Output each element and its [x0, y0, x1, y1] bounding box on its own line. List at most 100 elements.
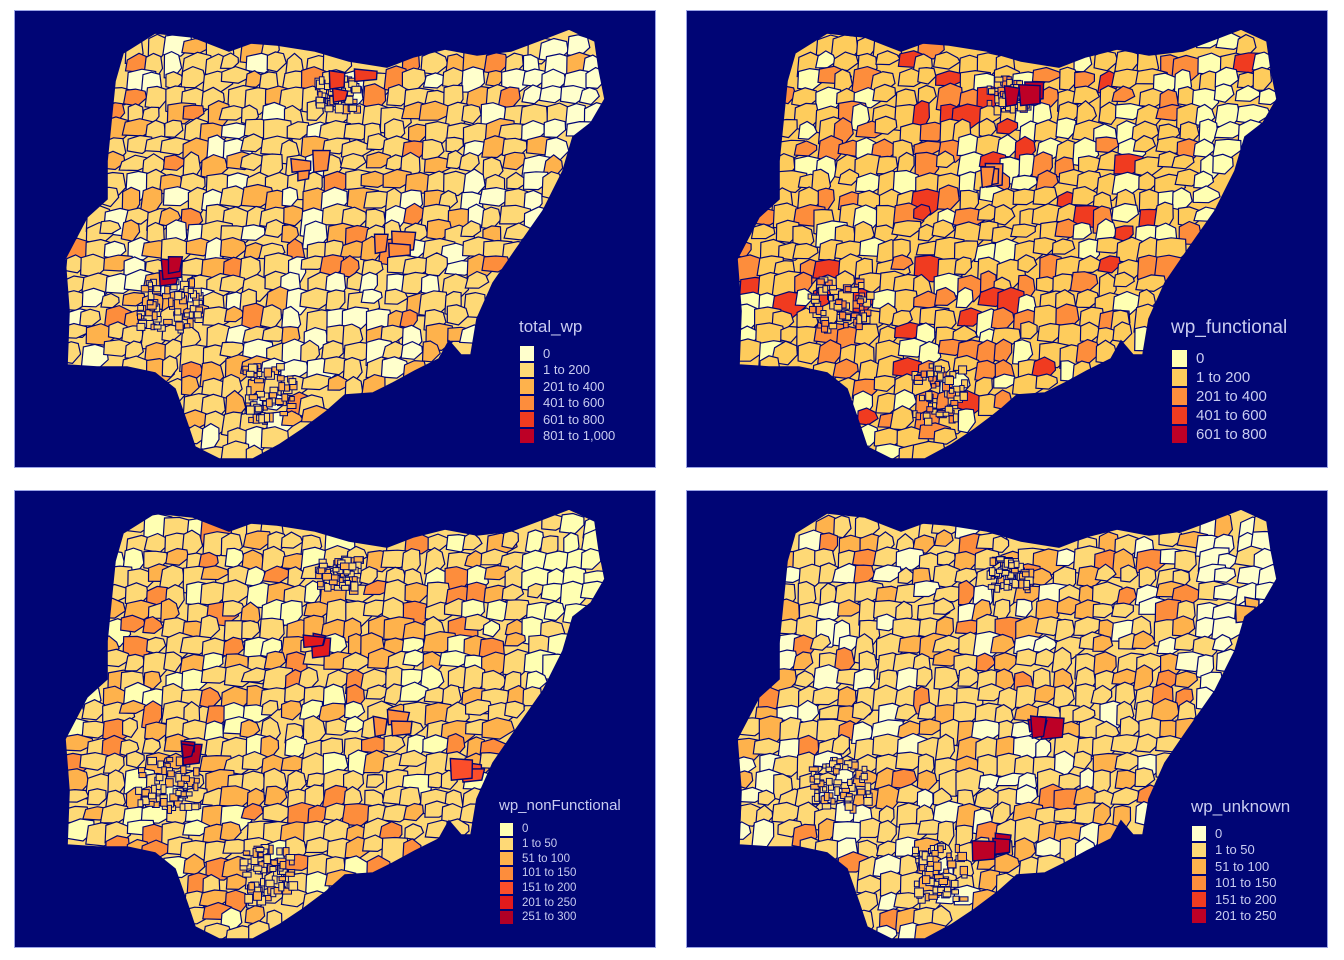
district: [248, 882, 255, 891]
district: [1072, 221, 1093, 240]
legend-item: 1 to 200: [1171, 368, 1287, 387]
district: [285, 871, 295, 877]
district: [201, 652, 224, 671]
district: [579, 580, 605, 601]
district: [809, 633, 832, 651]
district: [365, 773, 385, 788]
district: [278, 382, 286, 392]
district: [185, 791, 193, 797]
legend-item: 101 to 150: [499, 866, 621, 881]
district: [1213, 83, 1235, 103]
legend-swatch: [499, 880, 514, 896]
district: [986, 99, 993, 107]
district: [1072, 750, 1092, 770]
district: [160, 798, 168, 807]
legend-title: wp_unknown: [1191, 797, 1291, 816]
district: [1251, 51, 1277, 71]
district: [933, 861, 942, 871]
district: [1132, 134, 1157, 153]
legend-label: 101 to 150: [522, 867, 577, 880]
district: [1254, 581, 1277, 602]
district: [347, 562, 357, 571]
district: [922, 875, 931, 885]
district: [341, 584, 350, 591]
legend-swatch: [1191, 858, 1207, 875]
district: [810, 298, 820, 304]
choropleth-map: [64, 508, 606, 940]
district: [248, 394, 258, 401]
district: [920, 370, 927, 378]
district: [1096, 822, 1122, 846]
district: [268, 844, 274, 855]
district: [1138, 566, 1157, 589]
district: [167, 804, 172, 814]
district: [994, 76, 1004, 83]
district: [857, 788, 866, 796]
district-hotspot: [290, 157, 312, 173]
district: [245, 370, 255, 378]
legend-label: 1 to 200: [543, 362, 590, 378]
district: [239, 858, 249, 867]
district: [1035, 373, 1059, 390]
district: [1120, 564, 1139, 583]
district: [926, 406, 934, 413]
district: [161, 766, 167, 775]
district: [1020, 320, 1038, 340]
district: [141, 737, 161, 755]
district: [265, 879, 275, 888]
district: [263, 412, 271, 423]
district: [1212, 153, 1234, 175]
legend-swatch: [499, 851, 514, 867]
legend-label: 51 to 100: [1215, 858, 1270, 874]
district: [836, 758, 844, 765]
district: [200, 422, 220, 451]
district: [863, 797, 873, 806]
district: [276, 847, 283, 856]
district: [161, 355, 179, 378]
district: [120, 219, 141, 242]
legend-label: 201 to 250: [1215, 908, 1277, 924]
district: [481, 717, 516, 740]
legend-swatch: [499, 822, 514, 837]
district: [822, 786, 828, 792]
district: [124, 340, 144, 359]
district: [1094, 563, 1117, 582]
district: [340, 562, 350, 571]
district: [1023, 579, 1031, 588]
district: [947, 860, 957, 869]
legend-title: wp_functional: [1171, 317, 1288, 338]
legend-label: 0: [522, 823, 529, 836]
district: [184, 323, 191, 329]
district: [126, 750, 145, 769]
legend-swatch: [1171, 349, 1188, 368]
legend-item: 0: [1191, 825, 1290, 842]
district: [151, 784, 157, 794]
legend-item: 251 to 300: [499, 910, 621, 925]
legend-label: 601 to 800: [1196, 426, 1267, 443]
district: [1010, 223, 1036, 238]
district: [541, 170, 563, 200]
district: [137, 313, 142, 320]
district: [268, 392, 278, 399]
legend-label: 0: [1215, 825, 1223, 841]
district: [952, 895, 960, 903]
country-outline: [64, 28, 606, 460]
district: [219, 440, 251, 459]
district: [938, 878, 948, 885]
legend-swatch: [519, 411, 535, 428]
district: [951, 889, 959, 895]
district: [856, 298, 865, 305]
district: [175, 321, 184, 331]
district: [996, 556, 1005, 562]
district: [924, 417, 933, 426]
district: [219, 52, 240, 70]
district-hotspot: [1255, 610, 1272, 634]
legend-item: 151 to 200: [499, 880, 621, 896]
country-outline: [736, 28, 1278, 460]
district: [260, 426, 290, 450]
district: [989, 557, 997, 566]
